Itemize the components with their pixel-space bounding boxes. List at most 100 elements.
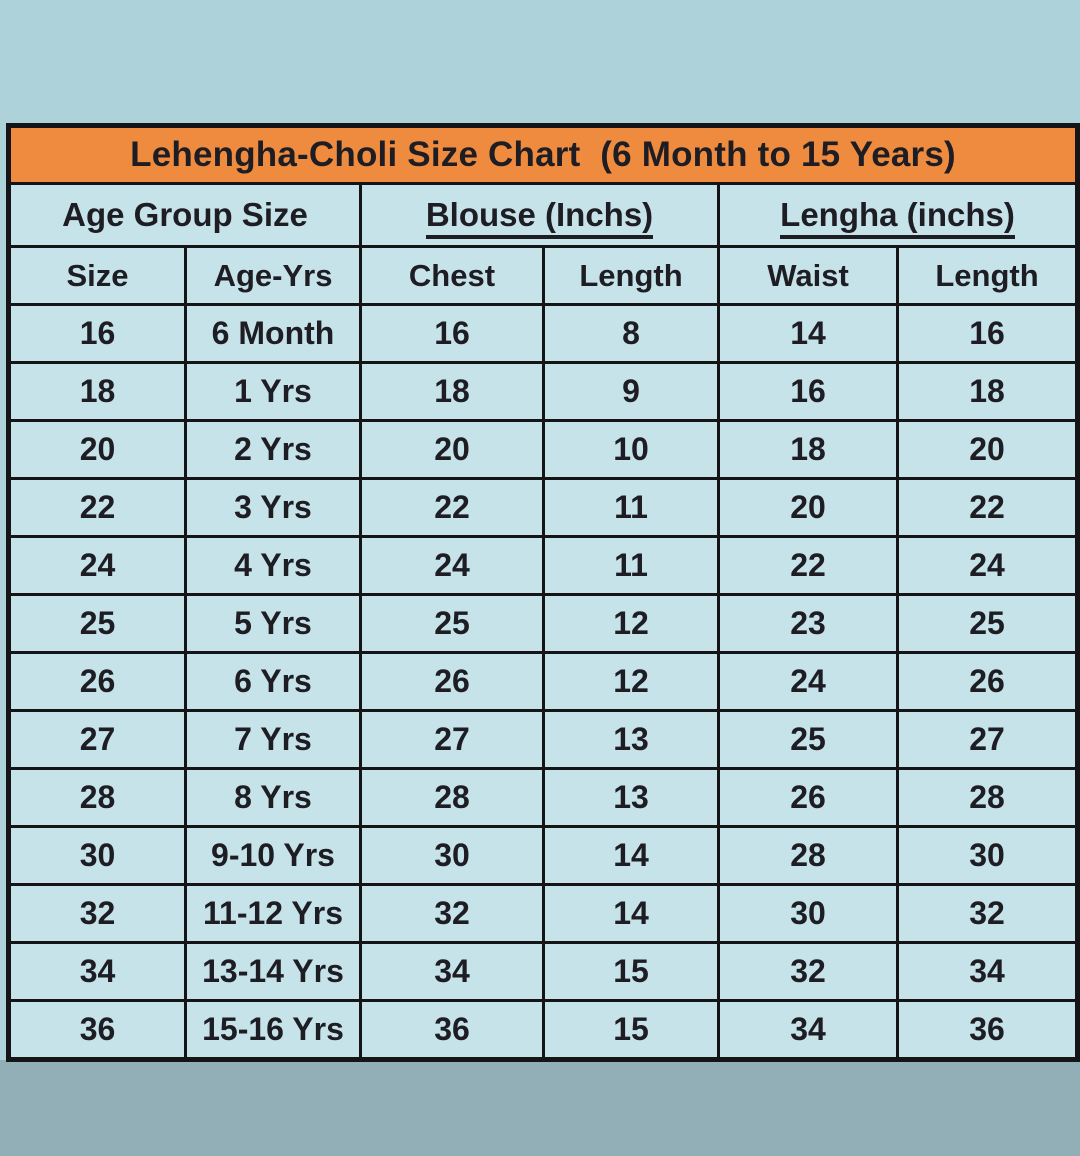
group-header-row: Age Group Size Blouse (Inchs) Lengha (in… — [7, 182, 1080, 248]
chart-title: Lehengha-Choli Size Chart (6 Month to 15… — [6, 124, 1080, 185]
table-row: 20 2 Yrs 20 10 18 20 — [7, 419, 1080, 480]
group-header-label: Lengha (inchs) — [780, 196, 1015, 239]
table-row: 26 6 Yrs 26 12 24 26 — [7, 651, 1080, 712]
table-row: 22 3 Yrs 22 11 20 22 — [7, 477, 1080, 538]
table-cell: 25 — [359, 593, 545, 654]
table-cell: 22 — [717, 535, 899, 596]
table-cell: 30 — [895, 825, 1080, 886]
table-cell: 24 — [359, 535, 545, 596]
table-cell: 10 — [542, 419, 720, 480]
table-cell: 12 — [542, 593, 720, 654]
table-cell: 11-12 Yrs — [184, 883, 362, 944]
table-cell: 14 — [717, 303, 899, 364]
group-header-lengha-inchs: Lengha (inchs) — [716, 182, 1080, 248]
table-cell: 25 — [717, 709, 899, 770]
group-header-age-group-size: Age Group Size — [7, 182, 362, 248]
group-header-label: Blouse (Inchs) — [425, 196, 654, 239]
table-cell: 14 — [542, 883, 720, 944]
table-row: 25 5 Yrs 25 12 23 25 — [7, 593, 1080, 654]
table-row: 24 4 Yrs 24 11 22 24 — [7, 535, 1080, 596]
table-row: 30 9-10 Yrs 30 14 28 30 — [7, 825, 1080, 886]
table-cell: 16 — [7, 303, 187, 364]
table-cell: 25 — [7, 593, 187, 654]
table-row: 32 11-12 Yrs 32 14 30 32 — [7, 883, 1080, 944]
table-cell: 13 — [542, 767, 720, 828]
table-cell: 28 — [7, 767, 187, 828]
column-header-row: Size Age-Yrs Chest Length Waist Length — [7, 245, 1080, 306]
table-cell: 11 — [542, 535, 720, 596]
table-cell: 20 — [7, 419, 187, 480]
table-cell: 32 — [7, 883, 187, 944]
table-cell: 36 — [895, 999, 1080, 1061]
table-row: 28 8 Yrs 28 13 26 28 — [7, 767, 1080, 828]
group-header-blouse-inchs: Blouse (Inchs) — [359, 182, 720, 248]
table-cell: 8 — [542, 303, 720, 364]
column-header-chest: Chest — [359, 245, 545, 306]
table-cell: 24 — [717, 651, 899, 712]
table-row: 16 6 Month 16 8 14 16 — [7, 303, 1080, 364]
table-cell: 2 Yrs — [184, 419, 362, 480]
table-cell: 16 — [895, 303, 1080, 364]
column-header-size: Size — [7, 245, 187, 306]
table-body: Lehengha-Choli Size Chart (6 Month to 15… — [6, 124, 1080, 1061]
table-cell: 1 Yrs — [184, 361, 362, 422]
table-cell: 4 Yrs — [184, 535, 362, 596]
table-cell: 28 — [359, 767, 545, 828]
table-cell: 20 — [895, 419, 1080, 480]
table-cell: 25 — [895, 593, 1080, 654]
table-cell: 11 — [542, 477, 720, 538]
table-cell: 22 — [359, 477, 545, 538]
table-row: 27 7 Yrs 27 13 25 27 — [7, 709, 1080, 770]
table-cell: 6 Month — [184, 303, 362, 364]
table-cell: 9-10 Yrs — [184, 825, 362, 886]
table-cell: 34 — [895, 941, 1080, 1002]
table-row: 34 13-14 Yrs 34 15 32 34 — [7, 941, 1080, 1002]
table-cell: 27 — [359, 709, 545, 770]
table-cell: 20 — [717, 477, 899, 538]
table-cell: 27 — [895, 709, 1080, 770]
table-cell: 18 — [7, 361, 187, 422]
table-cell: 36 — [7, 999, 187, 1061]
table-cell: 34 — [359, 941, 545, 1002]
table-cell: 18 — [359, 361, 545, 422]
table-cell: 15 — [542, 999, 720, 1061]
table-cell: 26 — [717, 767, 899, 828]
title-row: Lehengha-Choli Size Chart (6 Month to 15… — [6, 124, 1080, 185]
table-cell: 34 — [717, 999, 899, 1061]
table-cell: 13-14 Yrs — [184, 941, 362, 1002]
table-cell: 16 — [359, 303, 545, 364]
bottom-background-band — [0, 1060, 1080, 1156]
table-cell: 30 — [7, 825, 187, 886]
table-cell: 28 — [895, 767, 1080, 828]
table-cell: 3 Yrs — [184, 477, 362, 538]
table-cell: 14 — [542, 825, 720, 886]
table-cell: 24 — [895, 535, 1080, 596]
table-cell: 6 Yrs — [184, 651, 362, 712]
table-row: 36 15-16 Yrs 36 15 34 36 — [7, 999, 1080, 1061]
table-cell: 9 — [542, 361, 720, 422]
table-cell: 32 — [359, 883, 545, 944]
table-cell: 5 Yrs — [184, 593, 362, 654]
table-cell: 26 — [895, 651, 1080, 712]
table-cell: 20 — [359, 419, 545, 480]
table-cell: 22 — [895, 477, 1080, 538]
table-cell: 26 — [7, 651, 187, 712]
group-header-label: Age Group Size — [62, 196, 308, 233]
table-cell: 22 — [7, 477, 187, 538]
table-cell: 13 — [542, 709, 720, 770]
table-cell: 36 — [359, 999, 545, 1061]
table-cell: 32 — [895, 883, 1080, 944]
table-cell: 27 — [7, 709, 187, 770]
table-cell: 15 — [542, 941, 720, 1002]
table-cell: 32 — [717, 941, 899, 1002]
table-cell: 24 — [7, 535, 187, 596]
table-cell: 8 Yrs — [184, 767, 362, 828]
column-header-waist: Waist — [717, 245, 899, 306]
size-chart-table: Lehengha-Choli Size Chart (6 Month to 15… — [6, 123, 1080, 1062]
table-cell: 26 — [359, 651, 545, 712]
table-cell: 16 — [717, 361, 899, 422]
column-header-lengha-length: Length — [895, 245, 1080, 306]
column-header-age-yrs: Age-Yrs — [184, 245, 362, 306]
table-cell: 12 — [542, 651, 720, 712]
table-cell: 18 — [717, 419, 899, 480]
